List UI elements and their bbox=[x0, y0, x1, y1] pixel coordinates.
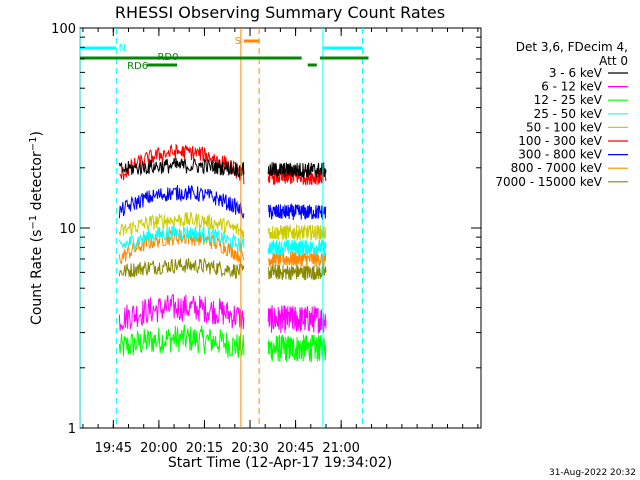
series-line-4 bbox=[118, 211, 245, 241]
series-line-6 bbox=[118, 185, 245, 220]
series-line-0 bbox=[118, 158, 245, 179]
footer-date: 31-Aug-2022 20:32 bbox=[549, 468, 636, 478]
x-tick-label: 20:15 bbox=[186, 441, 223, 456]
legend-header-2: Att 0 bbox=[599, 54, 628, 68]
x-tick-label: 19:45 bbox=[95, 441, 132, 456]
legend-entry-label: 25 - 50 keV bbox=[534, 107, 603, 121]
flag-group: N S RD0 RD6 bbox=[79, 28, 369, 428]
series-line-2 bbox=[267, 334, 327, 363]
y-tick-label: 10 bbox=[59, 222, 76, 237]
x-tick-label: 20:30 bbox=[231, 441, 268, 456]
flag-label-rd0: RD0 bbox=[157, 52, 178, 63]
legend-header-1: Det 3,6, FDecim 4, bbox=[516, 40, 628, 54]
legend-entry-label: 12 - 25 keV bbox=[534, 93, 603, 107]
x-tick-label: 20:45 bbox=[277, 441, 314, 456]
y-tick-label: 1 bbox=[68, 422, 76, 437]
flag-label-s: S bbox=[235, 36, 241, 47]
chart-title: RHESSI Observing Summary Count Rates bbox=[115, 3, 445, 22]
series-line-2 bbox=[118, 324, 245, 359]
legend-entry-label: 300 - 800 keV bbox=[518, 148, 602, 162]
y-tick-label: 100 bbox=[51, 22, 76, 37]
flag-label-n: N bbox=[119, 43, 126, 54]
legend-entry-label: 3 - 6 keV bbox=[549, 66, 603, 80]
series-line-6 bbox=[267, 202, 327, 221]
series-line-1 bbox=[267, 305, 327, 335]
y-axis-label: Count Rate (s−1 detector−1) bbox=[28, 131, 45, 325]
axis-group: 19:45 20:00 20:15 20:30 20:45 21:00 1 10 100 bbox=[51, 22, 481, 456]
series-line-1 bbox=[118, 294, 245, 331]
x-tick-label: 21:00 bbox=[322, 441, 359, 456]
series-line-0 bbox=[267, 162, 327, 179]
legend-entry-label: 7000 - 15000 keV bbox=[495, 175, 602, 189]
series-line-8 bbox=[118, 257, 245, 279]
legend-entry-label: 100 - 300 keV bbox=[518, 134, 602, 148]
flag-label-rd6: RD6 bbox=[127, 61, 148, 72]
series-line-3 bbox=[118, 224, 245, 253]
legend-entry-label: 6 - 12 keV bbox=[541, 80, 603, 94]
series-line-7 bbox=[118, 229, 245, 265]
series-line-3 bbox=[267, 239, 327, 256]
x-tick-label: 20:00 bbox=[140, 441, 177, 456]
series-line-8 bbox=[268, 263, 327, 281]
series-group bbox=[118, 143, 327, 363]
series-line-4 bbox=[267, 224, 327, 242]
x-axis-label: Start Time (12-Apr-17 19:34:02) bbox=[168, 455, 392, 471]
legend-entry-label: 50 - 100 keV bbox=[526, 120, 603, 134]
legend-entry-label: 800 - 7000 keV bbox=[511, 161, 603, 175]
